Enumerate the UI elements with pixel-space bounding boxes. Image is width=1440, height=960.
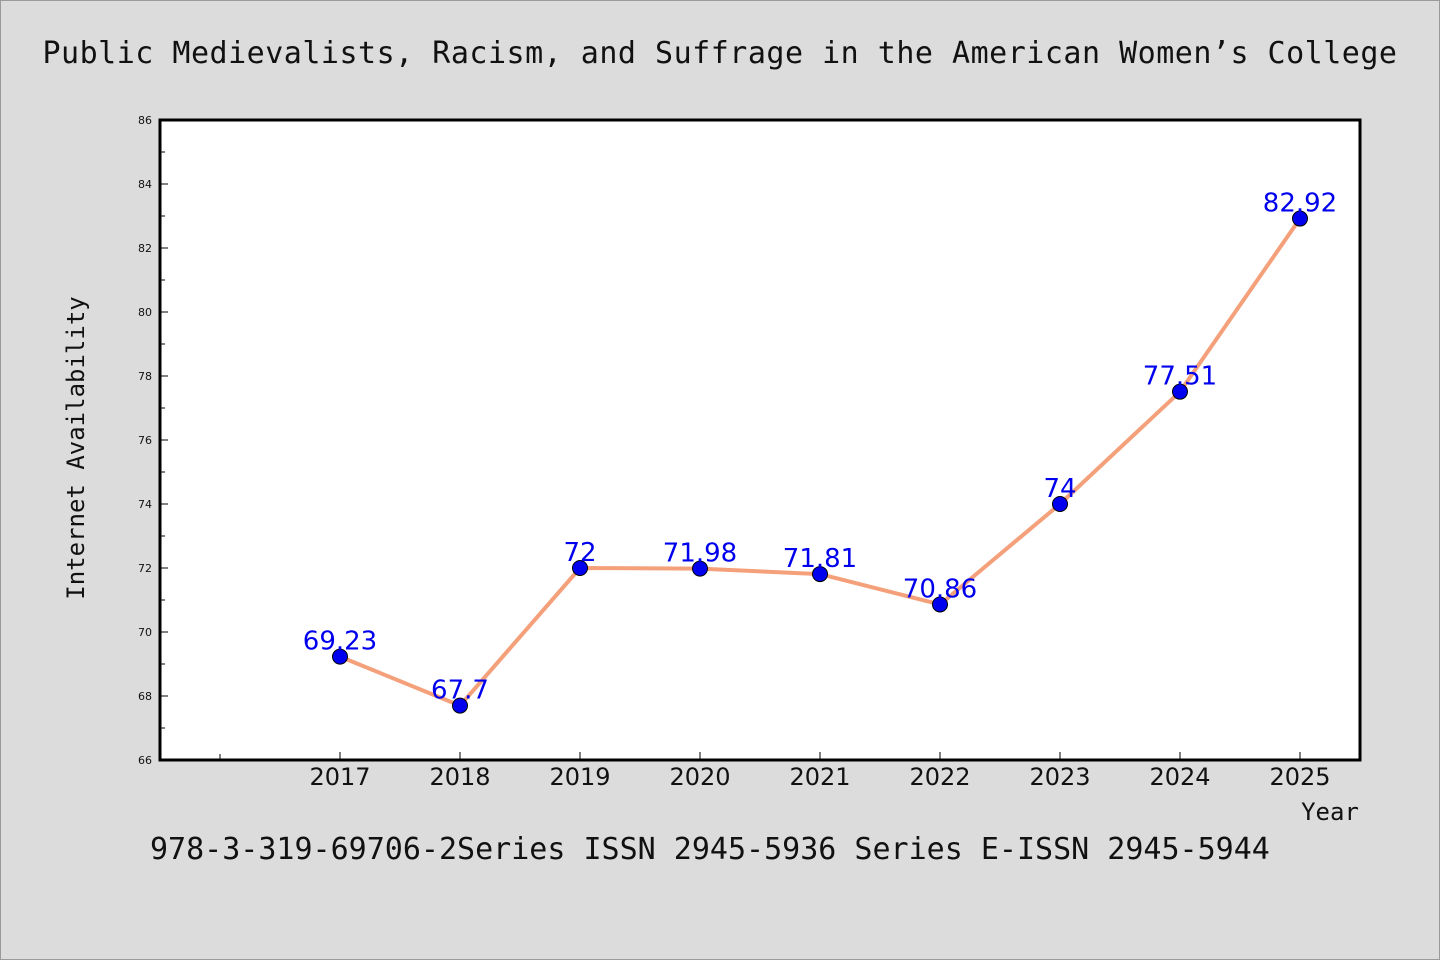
data-label: 71.81 [783, 544, 857, 574]
y-tick-label: 76 [138, 434, 152, 447]
y-tick-label: 86 [138, 114, 152, 127]
y-tick-label: 78 [138, 370, 152, 383]
data-label: 82.92 [1263, 189, 1337, 219]
x-tick-label: 2022 [909, 763, 970, 791]
y-tick-label: 68 [138, 690, 152, 703]
y-tick-label: 74 [138, 498, 152, 511]
chart-footer: 978-3-319-69706-2Series ISSN 2945-5936 S… [150, 832, 1270, 867]
data-point [452, 697, 468, 714]
x-tick-label: 2021 [789, 763, 850, 791]
data-point [812, 566, 828, 583]
y-tick-label: 84 [138, 178, 152, 191]
data-point [1172, 383, 1188, 400]
data-label: 74 [1043, 474, 1076, 504]
y-tick-label: 82 [138, 242, 152, 255]
x-tick-label: 2017 [309, 763, 370, 791]
data-label: 67.7 [431, 676, 489, 706]
plot-area [160, 120, 1360, 760]
x-axis-label: Year [1301, 798, 1359, 826]
x-tick-label: 2019 [549, 763, 610, 791]
data-label: 70.86 [903, 574, 977, 604]
data-point [1292, 210, 1308, 227]
data-point [572, 560, 588, 576]
data-point [332, 648, 348, 665]
y-tick-label: 72 [138, 562, 152, 575]
data-point [1052, 496, 1068, 512]
data-label: 69.23 [303, 627, 377, 657]
y-tick-label: 70 [138, 626, 152, 639]
y-tick-label: 66 [138, 754, 152, 767]
data-label: 71.98 [663, 539, 737, 569]
y-axis-label: Internet Availability [62, 296, 90, 599]
data-label: 77.51 [1143, 362, 1217, 392]
x-tick-label: 2023 [1029, 763, 1090, 791]
y-tick-label: 80 [138, 306, 152, 319]
data-point [692, 560, 708, 577]
x-tick-label: 2018 [429, 763, 490, 791]
x-tick-label: 2025 [1269, 763, 1330, 791]
data-label: 72 [563, 538, 596, 568]
chart-title: Public Medievalists, Racism, and Suffrag… [42, 36, 1398, 71]
x-tick-label: 2020 [669, 763, 730, 791]
plot-border [158, 118, 1362, 762]
x-tick-label: 2024 [1149, 763, 1210, 791]
data-point [932, 596, 948, 613]
